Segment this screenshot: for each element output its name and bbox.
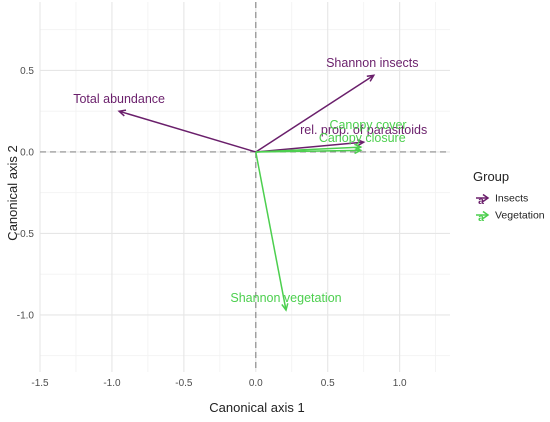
- vector-label-rel-prop-of-parasitoids: rel. prop. of parasitoids: [300, 123, 427, 137]
- grid-major: [39, 2, 450, 372]
- vector-label-canopy-cover: Canopy cover: [329, 118, 406, 132]
- x-tick-label: 0.0: [249, 378, 263, 389]
- x-tick-label: -1.0: [103, 378, 121, 389]
- x-tick-label: -1.5: [31, 378, 49, 389]
- arrowhead-canopy-closure: [354, 146, 363, 155]
- x-axis-title: Canonical axis 1: [209, 400, 304, 415]
- legend-key-glyph: a: [478, 212, 484, 224]
- y-tick-label: 0.5: [20, 66, 34, 77]
- legend-key-glyph: a: [478, 195, 484, 207]
- x-axis-tick-labels: -1.5 -1.0 -0.5 0.0 0.5 1.0: [31, 378, 407, 389]
- x-tick-label: 1.0: [393, 378, 407, 389]
- reference-lines: [40, 2, 450, 372]
- legend-entries: a Insects a Vegetation: [476, 193, 545, 224]
- arrowhead-total-abundance: [117, 109, 127, 117]
- vector-labels: Shannon insects Total abundance rel. prop.…: [73, 56, 427, 305]
- legend-title: Group: [473, 169, 509, 184]
- vector-arrows: [117, 74, 376, 312]
- y-tick-label: -0.5: [17, 229, 35, 240]
- legend-label-vegetation: Vegetation: [495, 210, 545, 222]
- vector-rel-prop-of-parasitoids: [255, 141, 364, 153]
- grid-minor: [40, 2, 450, 372]
- vector-label-canopy-closure: Canopy closure: [319, 131, 406, 145]
- vector-label-total-abundance: Total abundance: [73, 92, 165, 106]
- legend-key-vegetation: a: [476, 210, 490, 224]
- vector-shannon-insects: [255, 74, 375, 153]
- vector-label-shannon-vegetation: Shannon vegetation: [230, 291, 341, 305]
- legend: Group a Insects a Vegetation: [473, 169, 545, 224]
- vector-canopy-closure: [255, 149, 361, 153]
- y-tick-label: -1.0: [17, 310, 35, 321]
- arrowhead-shannon-insects: [366, 74, 376, 82]
- legend-label-insects: Insects: [495, 193, 528, 205]
- arrowhead-rel-prop-of-parasitoids: [356, 139, 366, 147]
- legend-key-arrow: [482, 210, 490, 220]
- arrowhead-canopy-cover: [354, 143, 363, 152]
- vector-shannon-vegetation: [255, 151, 287, 311]
- vector-label-shannon-insects: Shannon insects: [326, 56, 418, 70]
- legend-key-insects: a: [476, 193, 490, 207]
- arrowhead-shannon-vegetation: [281, 303, 289, 312]
- x-tick-label: 0.5: [321, 378, 335, 389]
- x-tick-label: -0.5: [175, 378, 193, 389]
- y-tick-label: 0.0: [20, 147, 34, 158]
- vector-total-abundance: [118, 110, 257, 153]
- legend-key-arrow: [482, 193, 490, 203]
- y-axis-tick-labels: -1.0 -0.5 0.0 0.5: [17, 66, 35, 321]
- y-axis-title: Canonical axis 2: [5, 145, 20, 240]
